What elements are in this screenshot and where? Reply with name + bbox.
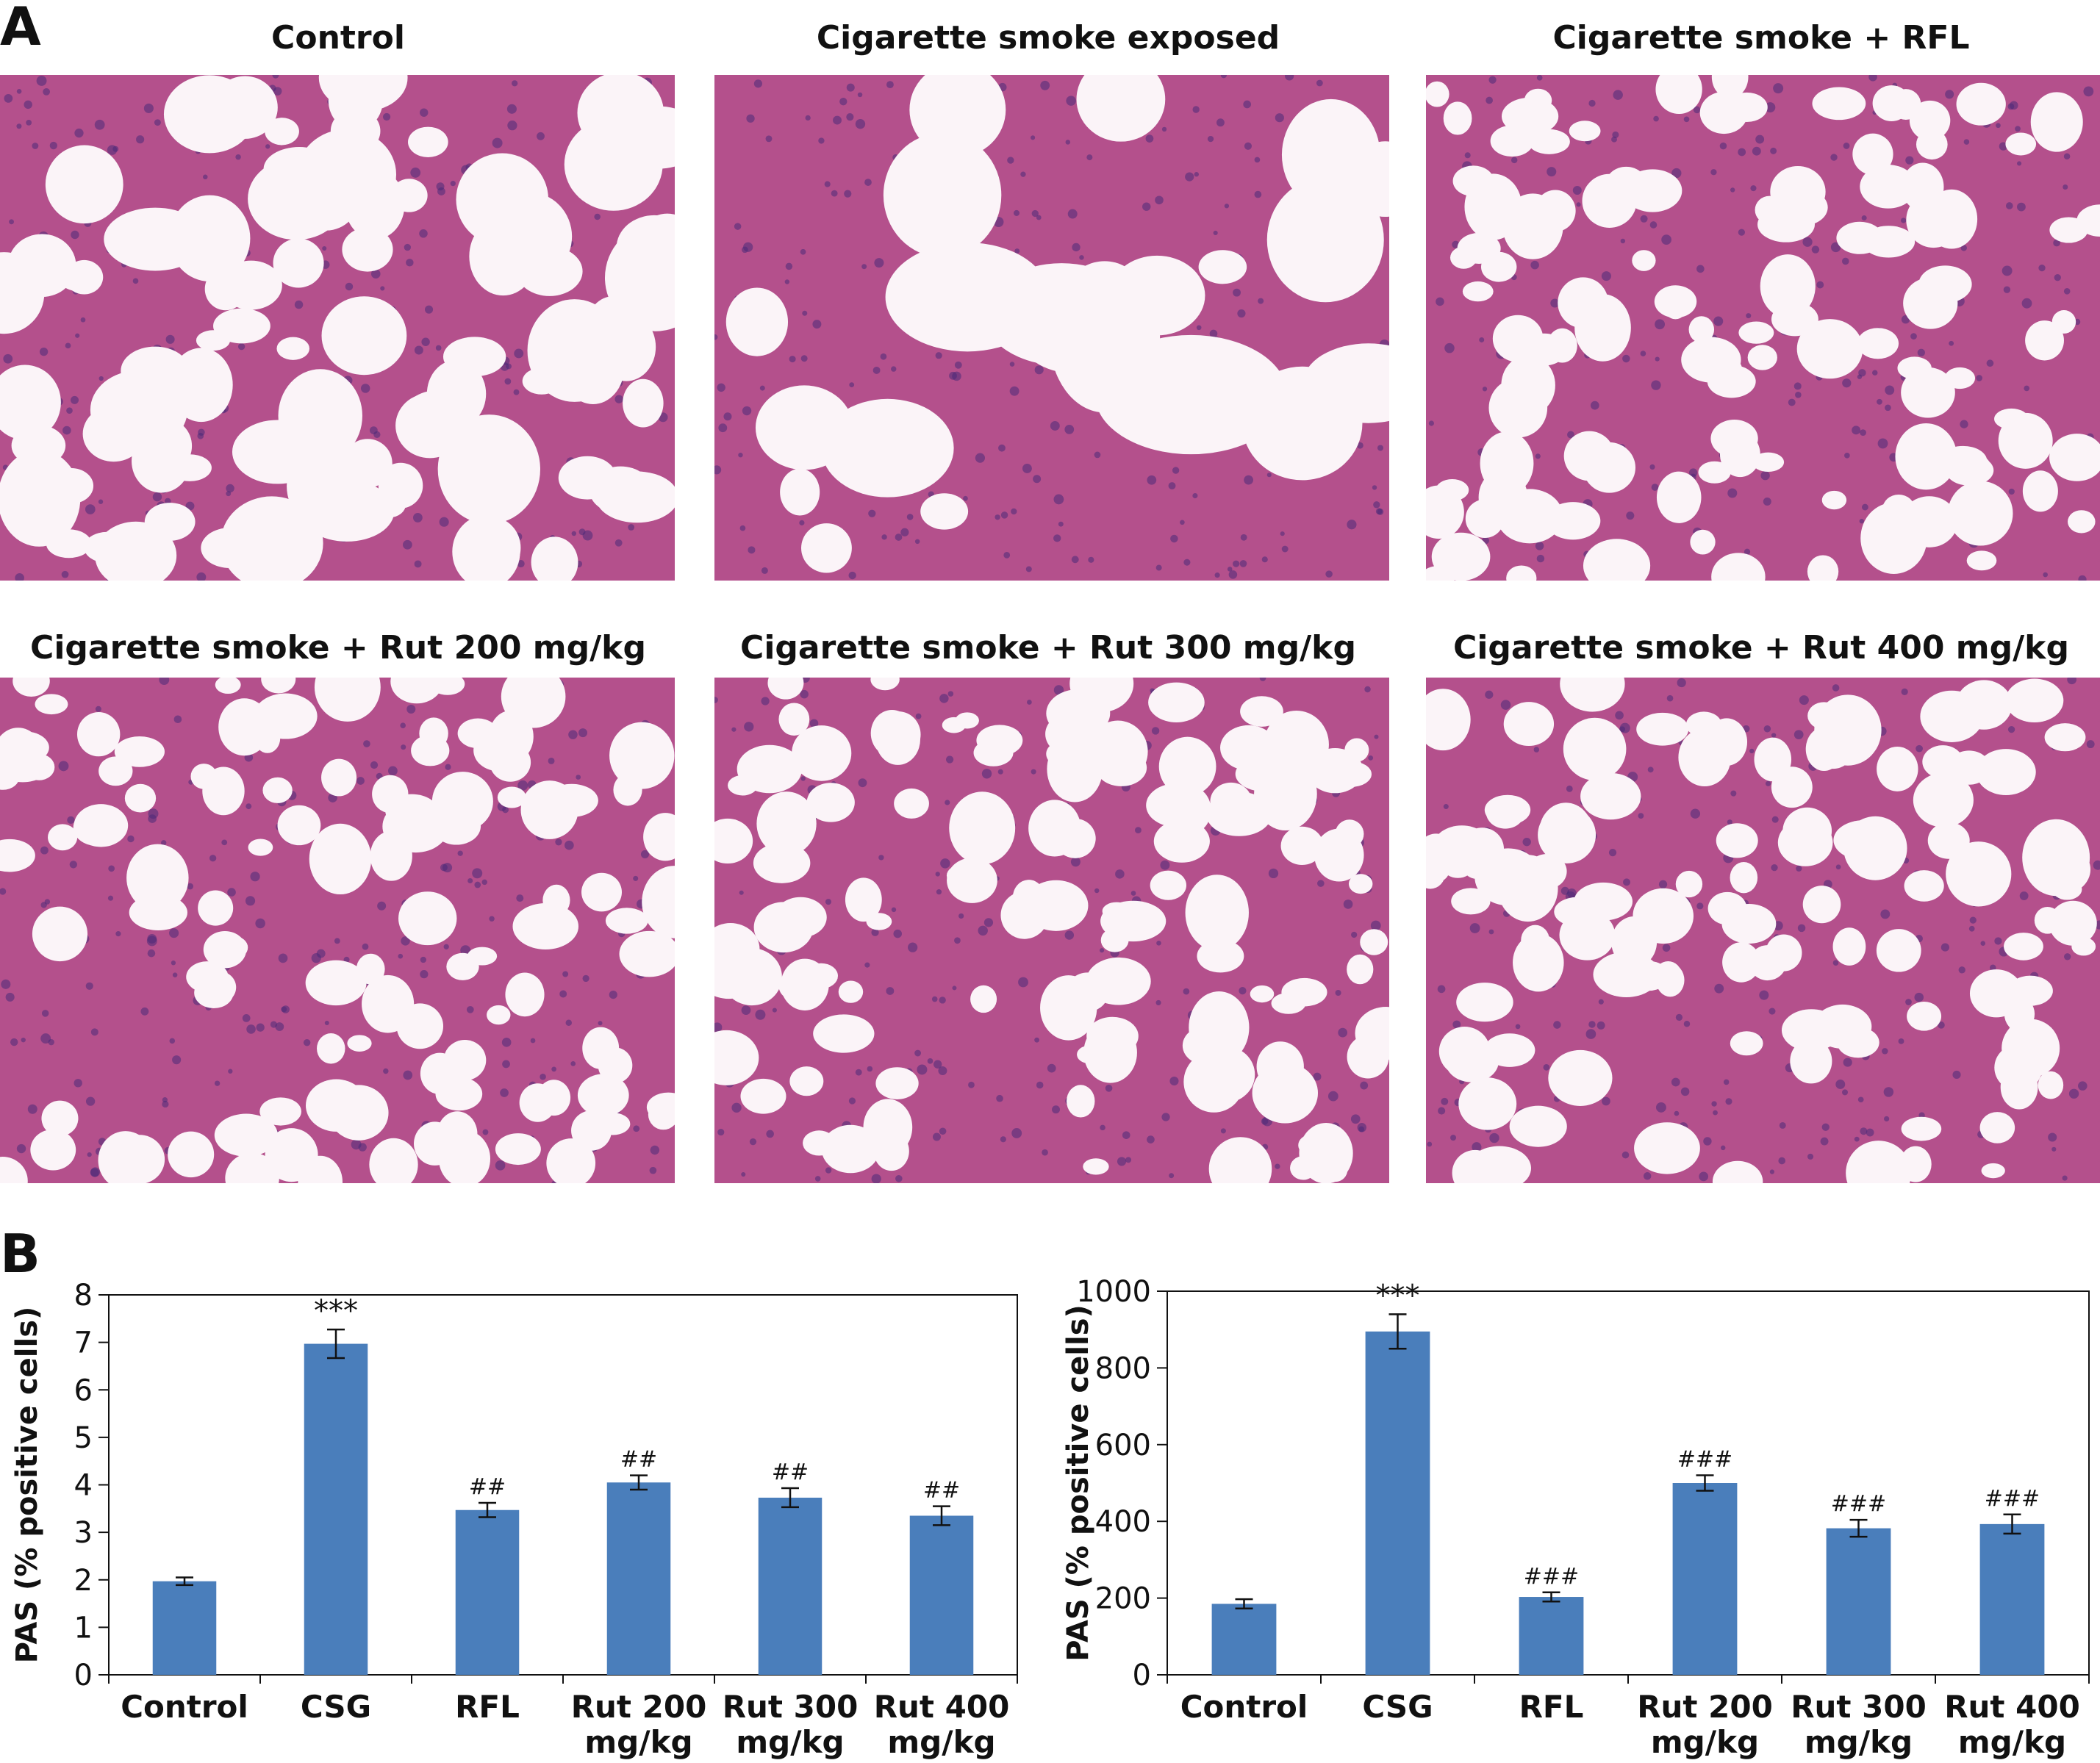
x-tick-label: Control (1180, 1689, 1308, 1725)
y-tick-label: 8 (74, 1279, 93, 1313)
x-tick-label: Rut 400 mg/kg (1944, 1689, 2080, 1760)
micrograph-cs-rut200 (0, 678, 675, 1183)
significance-label: ## (620, 1447, 657, 1473)
bar (758, 1497, 823, 1675)
significance-label: *** (1376, 1279, 1420, 1313)
y-tick-label: 600 (1095, 1429, 1151, 1462)
bar (1672, 1483, 1738, 1675)
significance-label: ### (1524, 1564, 1579, 1590)
significance-label: ## (469, 1474, 506, 1500)
micrograph-cs-rfl (1426, 75, 2100, 581)
micrograph-cs-rut400 (1426, 678, 2100, 1183)
significance-label: ### (1831, 1491, 1886, 1517)
y-tick-label: 4 (74, 1469, 93, 1503)
bar (606, 1482, 671, 1675)
significance-label: ## (923, 1478, 960, 1504)
micrograph-title-control: Control (271, 19, 405, 57)
x-tick-label: Rut 200 mg/kg (1637, 1689, 1773, 1760)
y-tick-label: 3 (74, 1516, 93, 1550)
panel-label-a: A (0, 0, 41, 57)
y-tick-label: 6 (74, 1374, 93, 1407)
y-axis-label: PAS (% positive cells) (10, 1307, 44, 1664)
x-tick-label: Rut 300 mg/kg (723, 1689, 859, 1760)
micrograph-cs-exposed (714, 75, 1389, 581)
plot-frame (1167, 1290, 2090, 1676)
y-tick-label: 7 (74, 1326, 93, 1360)
y-tick-label: 0 (74, 1659, 93, 1692)
micrograph-title-cs-exposed: Cigarette smoke exposed (816, 19, 1280, 57)
panel-label-b: B (0, 1223, 40, 1285)
plot-frame (108, 1294, 1018, 1676)
x-tick-label: Rut 400 mg/kg (874, 1689, 1010, 1760)
significance-label: *** (314, 1294, 358, 1328)
micrograph-title-cs-rut300: Cigarette smoke + Rut 300 mg/kg (740, 629, 1356, 667)
y-tick-label: 0 (1133, 1659, 1151, 1692)
bar (909, 1515, 974, 1675)
significance-label: ### (1985, 1486, 2040, 1512)
significance-label: ### (1677, 1447, 1732, 1473)
micrograph-title-cs-rfl: Cigarette smoke + RFL (1552, 19, 1970, 57)
x-tick-label: Rut 300 mg/kg (1791, 1689, 1927, 1760)
y-tick-label: 800 (1095, 1351, 1151, 1385)
x-tick-label: CSG (301, 1689, 371, 1725)
micrograph-control (0, 75, 675, 581)
significance-label: ## (772, 1459, 809, 1485)
micrograph-cs-rut300 (714, 678, 1389, 1183)
micrograph-title-cs-rut400: Cigarette smoke + Rut 400 mg/kg (1453, 629, 2069, 667)
bar (1365, 1331, 1430, 1675)
y-tick-label: 2 (74, 1564, 93, 1598)
bar (1519, 1597, 1584, 1675)
bar (1211, 1604, 1277, 1675)
x-tick-label: Rut 200 mg/kg (571, 1689, 707, 1760)
bar (1826, 1528, 1891, 1675)
bar (304, 1343, 368, 1675)
x-tick-label: Control (121, 1689, 248, 1725)
x-tick-label: RFL (455, 1689, 520, 1725)
bar (1979, 1523, 2045, 1675)
y-tick-label: 1000 (1076, 1275, 1151, 1309)
y-axis-label: PAS (% positive cells) (1061, 1304, 1095, 1662)
y-tick-label: 1 (74, 1611, 93, 1645)
micrograph-title-cs-rut200: Cigarette smoke + Rut 200 mg/kg (30, 629, 646, 667)
y-tick-label: 5 (74, 1421, 93, 1455)
y-tick-label: 400 (1095, 1505, 1151, 1539)
y-tick-label: 200 (1095, 1582, 1151, 1616)
bar-chart-pas-count: 0 200 400 600 800 1000 Control *** CSG ### RFL ### R… (1044, 1235, 2100, 1763)
bar (455, 1509, 520, 1675)
bar-chart-pas-percent: 0 1 2 3 4 5 6 7 8 Control *** CSG ## RFL ## Rut 200 mg/k… (0, 1235, 1029, 1763)
x-tick-label: CSG (1362, 1689, 1433, 1725)
bar (152, 1581, 217, 1675)
x-tick-label: RFL (1519, 1689, 1584, 1725)
